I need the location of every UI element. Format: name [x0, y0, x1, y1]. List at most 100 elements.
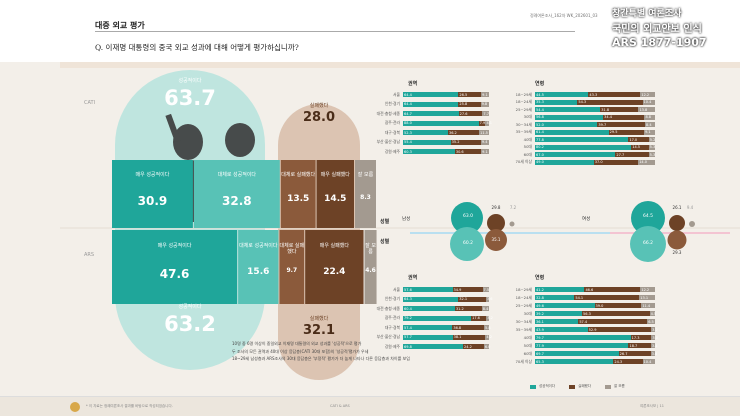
legend: 성공적이다 실패했다 잘 모름: [530, 384, 625, 389]
male-ars-negative-value: 35.1: [491, 237, 501, 242]
ars-age-bar-1-1: [574, 295, 640, 300]
legend-swatch-positive: [530, 384, 536, 389]
cati-region-bar-value-4-1: 36.2: [448, 130, 457, 135]
ars-age-bar-5-1: [587, 327, 652, 332]
logo: 창간특별 여론조사 국민의 외교안보 인식 ARS 1877-1907: [612, 4, 737, 60]
female-cati-negative-value: 26.1: [672, 205, 682, 210]
cati-bar-label-1: 대체로 성공적이다: [217, 172, 257, 179]
cati-age-bar-5-2: [644, 129, 655, 135]
ars-bar-value-0: 47.6: [159, 267, 190, 281]
ars-age-bar-value-0-0: 41.2: [536, 287, 544, 292]
cati-age-row-label-4: 30~34세: [515, 121, 532, 127]
cati-age-bar-value-9-1: 37.0: [594, 160, 603, 164]
ars-region-bar-2-2: [481, 306, 489, 311]
cati-region-bar-2-2: [482, 111, 489, 116]
cati-age-bar-value-4-2: 8.4: [646, 122, 652, 127]
cati-age-bar-value-7-1: 14.5: [632, 145, 641, 149]
ars-region-bar-2-1: [454, 306, 482, 311]
cati-age-bar-value-6-1: 17.0: [629, 137, 638, 142]
ars-age-bar-4-0: [535, 319, 579, 324]
ars-label: ARS: [84, 252, 95, 258]
ars-region-bar-4-2: [484, 325, 489, 330]
cati-age-bar-6-0: [535, 137, 629, 142]
cati-age-bar-2-0: [535, 107, 601, 112]
ars-age-bar-value-8-2: 3.6: [651, 351, 658, 356]
male-cati-circle: [451, 202, 483, 234]
ars-age-bar-value-3-0: 39.2: [536, 311, 544, 316]
ars-age-bar-value-1-0: 32.8: [536, 295, 544, 300]
ars-age-row-label-2: 25~29세: [515, 302, 532, 308]
cati-age-bar-value-4-1: 39.7: [598, 122, 607, 127]
cati-region-bar-value-3-2: 4.1: [486, 121, 493, 125]
ars-positive-total: 63.2: [164, 312, 216, 336]
ars-region-bar-value-5-2: 4.2: [486, 335, 492, 339]
cati-region-bar-value-2-2: 7.7: [483, 111, 489, 116]
cati-region-bar-1-2: [480, 101, 489, 107]
cati-region-bar-value-5-0: 55.4: [404, 140, 412, 144]
cati-age-row-label-0: 18~29세: [515, 91, 532, 97]
note-2: 두 조사의 모든 권역과 40대 이상 응답층(CATI 30대 포함)의 '성…: [232, 348, 369, 354]
cati-bar-value-3: 14.5: [324, 194, 347, 204]
cati-region-bar-3-0: [403, 120, 479, 126]
ars-region-bar-0-0: [403, 287, 453, 292]
legend-item-negative: 실패했다: [569, 384, 591, 389]
ars-age-bar-value-5-2: 3.2: [652, 327, 658, 332]
ars-region-bar-6-2: [483, 344, 489, 349]
cati-age-bar-value-3-0: 56.8: [536, 115, 544, 119]
cati-region-row-label-0: 서울: [393, 91, 400, 97]
legend-item-unknown: 잘 모름: [605, 384, 625, 389]
cati-region-bar-value-6-1: 30.6: [455, 149, 464, 154]
note-3: 18~29세 남성층과 ARS조사의 30대 응답층은 '부정적' 평가가 더 …: [232, 356, 410, 361]
cati-region-bar-2-1: [458, 111, 483, 116]
ars-age-bar-value-7-2: 3.4: [651, 343, 658, 348]
cati-region-bar-value-0-0: 64.4: [404, 92, 412, 97]
ars-region-bar-3-0: [403, 315, 472, 321]
cati-bar-label-4: 잘 모름: [357, 172, 374, 179]
cati-bar-3: [316, 160, 355, 228]
cati-region-bar-value-2-1: 27.6: [459, 111, 468, 116]
cati-bar-1: [193, 160, 280, 228]
cati-age-bar-5-0: [535, 129, 609, 135]
cati-age-bar-4-2: [645, 122, 656, 127]
cati-age-bar-value-2-0: 54.4: [536, 107, 544, 112]
cati-region-bar-5-1: [450, 139, 481, 145]
ars-bar-value-1: 15.6: [247, 267, 270, 277]
cati-age-bar-value-2-1: 31.8: [601, 107, 610, 112]
male-cati-value: 63.0: [462, 214, 474, 219]
cati-age-bar-7-1: [631, 144, 649, 150]
cati-region-bar-3-1: [478, 120, 486, 126]
ars-region-bar-value-6-1: 24.2: [464, 344, 472, 349]
ars-region-bar-3-1: [471, 315, 487, 321]
ars-region-bar-value-5-0: 57.7: [404, 335, 412, 339]
cati-age-bar-1-1: [577, 99, 643, 105]
female-cati-negative-circle: [669, 215, 685, 231]
cati-age-row-label-9: 70세 이상: [515, 159, 532, 164]
cati-age-bar-4-0: [535, 122, 598, 127]
ars-region-bar-5-1: [452, 334, 486, 340]
cati-region-bar-value-1-1: 25.8: [459, 102, 468, 106]
male-cati-negative-value: 29.8: [491, 205, 501, 210]
ars-age-row-label-4: 30~34세: [515, 318, 532, 324]
cati-negative-total: 28.0: [302, 110, 336, 125]
legend-item-positive: 성공적이다: [530, 384, 555, 389]
ars-bar-label-1: 대체로 성공적이다: [239, 243, 278, 250]
ars-age-bar-1-0: [535, 295, 575, 300]
cati-region-bar-1-1: [458, 101, 481, 107]
cati-region-bar-5-2: [480, 139, 489, 145]
cati-region-bar-4-1: [447, 130, 480, 135]
ars-age-bar-value-5-0: 43.9: [536, 327, 544, 332]
publication-info: 정례여론조사_162차 WK_202601_03: [530, 13, 598, 18]
ars-region-bar-5-0: [403, 334, 453, 340]
survey-question: Q. 이재명 대통령의 중국 외교 성과에 대해 어떻게 평가하십니까?: [95, 43, 299, 52]
cati-age-row-label-1: 18~24세: [515, 99, 532, 104]
ars-age-row-label-3: 30대: [523, 310, 532, 316]
gender-title-ars: 성별: [380, 239, 390, 245]
cati-age-bar-value-6-0: 77.8: [536, 137, 544, 142]
legend-text-negative: 실패했다: [578, 384, 591, 388]
ars-age-row-label-0: 18~29세: [515, 286, 532, 292]
male-ars-value: 60.2: [462, 241, 474, 246]
female-ars-circle: [630, 226, 666, 262]
cati-age-bar-value-0-2: 12.2: [641, 92, 650, 97]
cati-age-bar-value-1-1: 54.3: [578, 100, 587, 104]
ars-region-bar-value-5-1: 38.1: [453, 335, 462, 339]
